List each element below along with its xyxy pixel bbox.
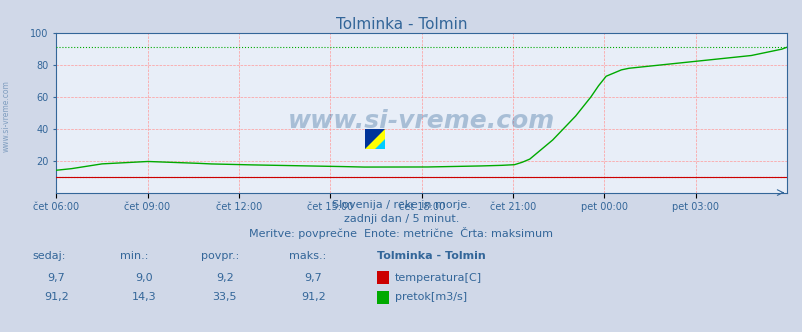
Text: zadnji dan / 5 minut.: zadnji dan / 5 minut. — [343, 214, 459, 224]
Text: Tolminka - Tolmin: Tolminka - Tolmin — [335, 17, 467, 32]
Text: pretok[m3/s]: pretok[m3/s] — [395, 292, 467, 302]
Text: www.si-vreme.com: www.si-vreme.com — [2, 80, 11, 152]
Text: Slovenija / reke in morje.: Slovenija / reke in morje. — [332, 200, 470, 209]
Text: povpr.:: povpr.: — [200, 251, 239, 261]
Text: Meritve: povprečne  Enote: metrične  Črta: maksimum: Meritve: povprečne Enote: metrične Črta:… — [249, 227, 553, 239]
Text: temperatura[C]: temperatura[C] — [395, 273, 481, 283]
Text: min.:: min.: — [120, 251, 148, 261]
Text: sedaj:: sedaj: — [32, 251, 66, 261]
Text: 9,7: 9,7 — [304, 273, 322, 283]
Text: Tolminka - Tolmin: Tolminka - Tolmin — [377, 251, 485, 261]
Text: www.si-vreme.com: www.si-vreme.com — [288, 109, 554, 133]
Text: 91,2: 91,2 — [301, 292, 325, 302]
Polygon shape — [375, 139, 385, 149]
Text: maks.:: maks.: — [289, 251, 326, 261]
Text: 33,5: 33,5 — [213, 292, 237, 302]
Text: 14,3: 14,3 — [132, 292, 156, 302]
Text: 91,2: 91,2 — [44, 292, 68, 302]
Text: 9,2: 9,2 — [216, 273, 233, 283]
Text: 9,0: 9,0 — [136, 273, 153, 283]
Polygon shape — [365, 129, 385, 149]
Text: 9,7: 9,7 — [47, 273, 65, 283]
Polygon shape — [365, 129, 385, 149]
